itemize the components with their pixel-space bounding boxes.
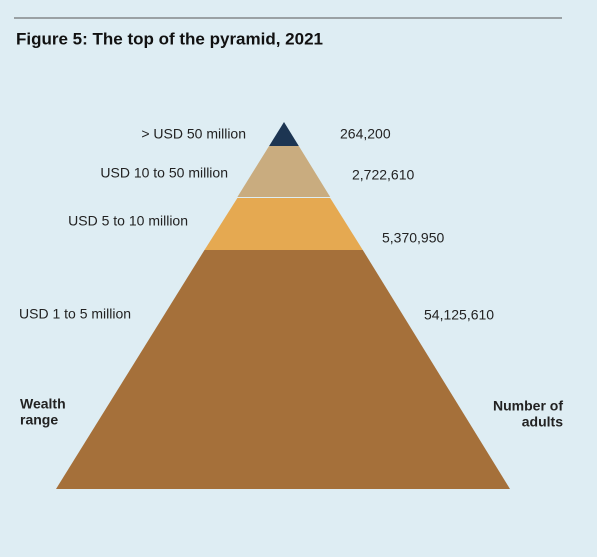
count-label: 264,200	[340, 126, 391, 142]
left-heading: range	[20, 412, 58, 428]
left-heading: Wealth	[20, 396, 66, 412]
layer-third	[204, 198, 363, 250]
right-heading: adults	[522, 414, 563, 430]
title: Figure 5: The top of the pyramid, 2021	[16, 29, 323, 48]
count-label: 2,722,610	[352, 167, 414, 183]
layer-top	[269, 122, 299, 146]
count-label: 54,125,610	[424, 307, 494, 323]
right-heading: Number of	[493, 398, 563, 414]
range-label: USD 1 to 5 million	[19, 306, 131, 322]
range-label: USD 10 to 50 million	[100, 165, 228, 181]
layer-second	[237, 146, 331, 197]
range-label: > USD 50 million	[141, 126, 246, 142]
count-label: 5,370,950	[382, 230, 444, 246]
layer-base	[56, 250, 510, 489]
range-label: USD 5 to 10 million	[68, 213, 188, 229]
